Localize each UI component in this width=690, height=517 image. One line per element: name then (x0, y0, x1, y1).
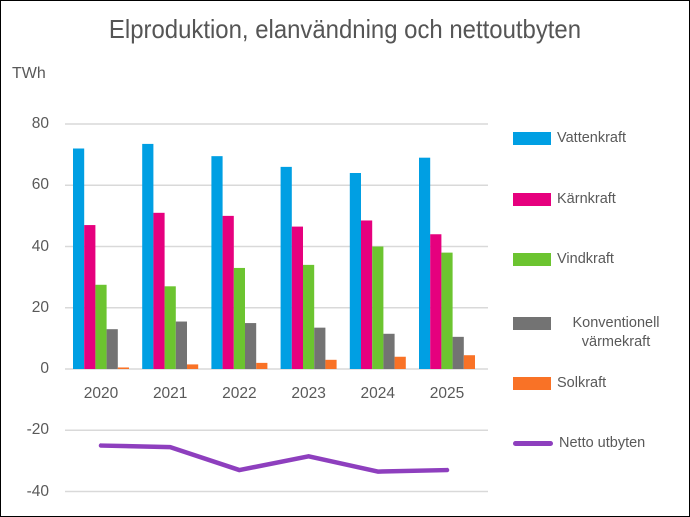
y-tick-label: 0 (40, 360, 49, 377)
bar-k-rnkraft (222, 215, 234, 369)
bar-vindkraft (303, 264, 315, 369)
x-axis-label: 2024 (360, 385, 396, 402)
legend-label: Vattenkraft (557, 130, 627, 146)
legend-item-netto-utbyten: Netto utbyten (513, 434, 645, 453)
legend-swatch-konventionell-v-rmekraft (513, 317, 551, 330)
y-tick-label: 20 (31, 298, 49, 316)
legend-item-vattenkraft: Vattenkraft (513, 129, 626, 148)
bar-solkraft (187, 364, 199, 369)
bar-vattenkraft (142, 143, 154, 369)
bar-konventionell-v-rmekraft (383, 333, 395, 369)
bar-vattenkraft (349, 173, 361, 369)
bar-solkraft (463, 355, 475, 369)
x-axis-label: 2020 (83, 385, 119, 402)
bar-vindkraft (164, 286, 176, 369)
legend-item-vindkraft: Vindkraft (513, 250, 614, 269)
legend-item-solkraft: Solkraft (513, 374, 606, 393)
bar-konventionell-v-rmekraft (245, 323, 257, 369)
bar-vattenkraft (211, 156, 223, 369)
bar-konventionell-v-rmekraft (452, 336, 464, 369)
bar-vindkraft (372, 246, 384, 369)
legend-swatch-k-rnkraft (513, 193, 551, 206)
x-axis-label: 2022 (222, 385, 257, 402)
legend-item-k-rnkraft: Kärnkraft (513, 190, 616, 209)
legend-swatch-solkraft (513, 377, 551, 390)
legend-label: Konventionell värmekraft (572, 315, 660, 350)
chart-title: Elproduktion, elanvändning och nettoutby… (108, 14, 582, 44)
bar-solkraft (256, 362, 268, 369)
x-axis-label: 2023 (291, 385, 326, 402)
bar-solkraft (325, 359, 337, 369)
x-axis-label: 2025 (429, 385, 465, 402)
bar-k-rnkraft (84, 225, 96, 369)
bar-k-rnkraft (153, 212, 165, 369)
bar-k-rnkraft (430, 234, 442, 369)
legend-swatch-vindkraft (513, 253, 551, 266)
legend-label: Vindkraft (557, 251, 614, 267)
bar-k-rnkraft (291, 226, 303, 369)
bar-vattenkraft (280, 166, 292, 369)
legend-swatch-netto-utbyten (513, 441, 553, 446)
bar-vindkraft (233, 267, 245, 369)
y-tick-label: -40 (26, 482, 49, 500)
bar-vindkraft (441, 252, 453, 369)
x-axis-label: 2021 (152, 385, 188, 402)
netto-utbyten-line (98, 443, 450, 474)
y-tick-label: 80 (31, 115, 49, 132)
bar-solkraft (117, 367, 129, 369)
y-tick-label: -20 (26, 421, 49, 439)
legend-label: Netto utbyten (559, 435, 646, 451)
legend-label: Solkraft (557, 375, 607, 391)
bar-vattenkraft (73, 148, 85, 369)
bar-k-rnkraft (361, 220, 373, 369)
y-tick-label: 40 (31, 237, 49, 255)
bar-solkraft (394, 356, 406, 369)
legend-label: Kärnkraft (557, 191, 616, 207)
axis-unit-label: TWh (12, 65, 46, 82)
bar-vindkraft (95, 284, 107, 369)
y-tick-label: 60 (31, 176, 49, 194)
bar-konventionell-v-rmekraft (175, 321, 187, 369)
bar-konventionell-v-rmekraft (106, 329, 118, 369)
legend-swatch-vattenkraft (513, 132, 551, 145)
legend-item-konventionell-v-rmekraft: Konventionell värmekraft (513, 314, 675, 352)
bar-konventionell-v-rmekraft (314, 327, 326, 369)
bar-vattenkraft (419, 157, 431, 369)
